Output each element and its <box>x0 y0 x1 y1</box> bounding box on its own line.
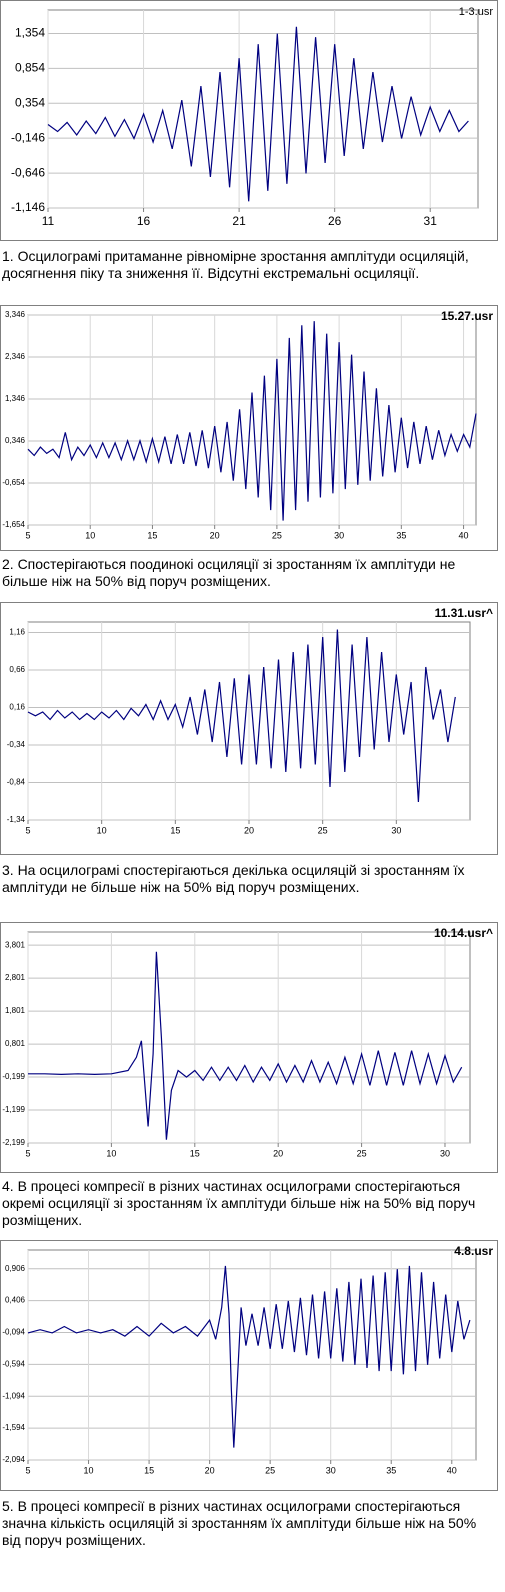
y-tick-label: -0,84 <box>7 778 26 787</box>
x-tick-label: 5 <box>25 1148 30 1158</box>
signal-line <box>27 1265 471 1448</box>
x-tick-label: 20 <box>205 1465 215 1475</box>
y-tick-label: -0,646 <box>11 165 45 179</box>
y-tick-label: -1,146 <box>11 200 45 214</box>
chart-title: 1-3.usr <box>459 6 494 18</box>
x-tick-label: 10 <box>84 1465 94 1475</box>
chart-frame <box>0 0 498 241</box>
x-tick-label: 30 <box>391 825 401 835</box>
chart-frame <box>0 305 498 551</box>
x-tick-label: 31 <box>424 214 438 228</box>
x-tick-label: 30 <box>440 1148 450 1158</box>
caption: 1. Осцилограмі притаманне рівномірне зро… <box>2 248 469 281</box>
caption: 2. Спостерігаються поодинокі осциляції з… <box>2 556 456 589</box>
x-tick-label: 25 <box>318 825 328 835</box>
chart-frame <box>0 1240 498 1491</box>
y-tick-label: -2,199 <box>2 1138 25 1147</box>
x-tick-label: 26 <box>328 214 342 228</box>
plot-area <box>27 314 477 526</box>
y-tick-label: -0,34 <box>7 740 26 749</box>
y-tick-label: -1,199 <box>2 1105 25 1114</box>
y-tick-label: 1,346 <box>5 394 26 403</box>
chart-title: 10.14.usr^ <box>434 926 493 940</box>
y-tick-label: -0,594 <box>2 1359 25 1368</box>
y-tick-label: 2,801 <box>5 973 26 982</box>
x-tick-label: 5 <box>25 825 30 835</box>
caption: 4. В процесі компресії в різних частинах… <box>2 1178 476 1228</box>
y-tick-label: 0,406 <box>5 1296 26 1305</box>
x-tick-label: 15 <box>190 1148 200 1158</box>
y-tick-label: -0,199 <box>2 1072 25 1081</box>
y-tick-label: 0,16 <box>9 703 25 712</box>
x-tick-label: 40 <box>447 1465 457 1475</box>
caption: 3. На осцилограмі спостерігаються декіль… <box>2 862 465 895</box>
x-tick-label: 21 <box>232 214 246 228</box>
y-tick-label: 3,346 <box>5 310 26 319</box>
x-tick-label: 35 <box>386 1465 396 1475</box>
signal-line <box>28 951 463 1140</box>
caption: 5. В процесі компресії в різних частинах… <box>2 1498 477 1548</box>
x-tick-label: 25 <box>272 530 282 540</box>
y-tick-label: 1,354 <box>15 26 45 40</box>
x-tick-label: 10 <box>106 1148 116 1158</box>
y-tick-label: 0,346 <box>5 436 26 445</box>
chart-title: 4.8.usr <box>454 1244 493 1258</box>
plot-area <box>47 9 479 209</box>
y-tick-label: -0,094 <box>2 1328 25 1337</box>
x-tick-label: 10 <box>97 825 107 835</box>
x-tick-label: 20 <box>210 530 220 540</box>
signal-line <box>47 26 469 202</box>
x-tick-label: 15 <box>144 1465 154 1475</box>
x-tick-label: 5 <box>25 530 30 540</box>
x-tick-label: 30 <box>334 530 344 540</box>
x-tick-label: 5 <box>25 1465 30 1475</box>
x-tick-label: 25 <box>357 1148 367 1158</box>
x-tick-label: 15 <box>147 530 157 540</box>
y-tick-label: -1,654 <box>2 520 25 529</box>
x-tick-label: 15 <box>170 825 180 835</box>
y-tick-label: 3,801 <box>5 940 26 949</box>
x-tick-label: 16 <box>137 214 151 228</box>
chart-title: 15.27.usr <box>441 309 493 323</box>
y-tick-label: 0,66 <box>9 665 25 674</box>
x-tick-label: 10 <box>85 530 95 540</box>
x-tick-label: 20 <box>273 1148 283 1158</box>
y-tick-label: -1,594 <box>2 1423 25 1432</box>
chart-frame <box>0 602 498 855</box>
plot-area <box>27 931 471 1144</box>
y-tick-label: 1,801 <box>5 1006 26 1015</box>
y-tick-label: 0,354 <box>15 95 45 109</box>
x-tick-label: 20 <box>244 825 254 835</box>
y-tick-label: -0,146 <box>11 130 45 144</box>
y-tick-label: 0,906 <box>5 1264 26 1273</box>
x-tick-label: 25 <box>265 1465 275 1475</box>
y-tick-label: -1,34 <box>7 815 26 824</box>
y-tick-label: 1,16 <box>9 628 25 637</box>
plot-area <box>27 1249 477 1461</box>
y-tick-label: -0,654 <box>2 478 25 487</box>
chart-title: 11.31.usr^ <box>435 606 493 620</box>
x-tick-label: 11 <box>42 214 55 228</box>
x-tick-label: 30 <box>326 1465 336 1475</box>
y-tick-label: 2,346 <box>5 352 26 361</box>
y-tick-label: -2,094 <box>2 1455 25 1464</box>
y-tick-label: 0,801 <box>5 1039 26 1048</box>
y-tick-label: 0,854 <box>15 61 45 75</box>
x-tick-label: 40 <box>459 530 469 540</box>
x-tick-label: 35 <box>396 530 406 540</box>
y-tick-label: -1,094 <box>2 1391 25 1400</box>
signal-line <box>27 629 456 803</box>
chart-frame <box>0 922 498 1173</box>
signal-line <box>27 321 477 521</box>
